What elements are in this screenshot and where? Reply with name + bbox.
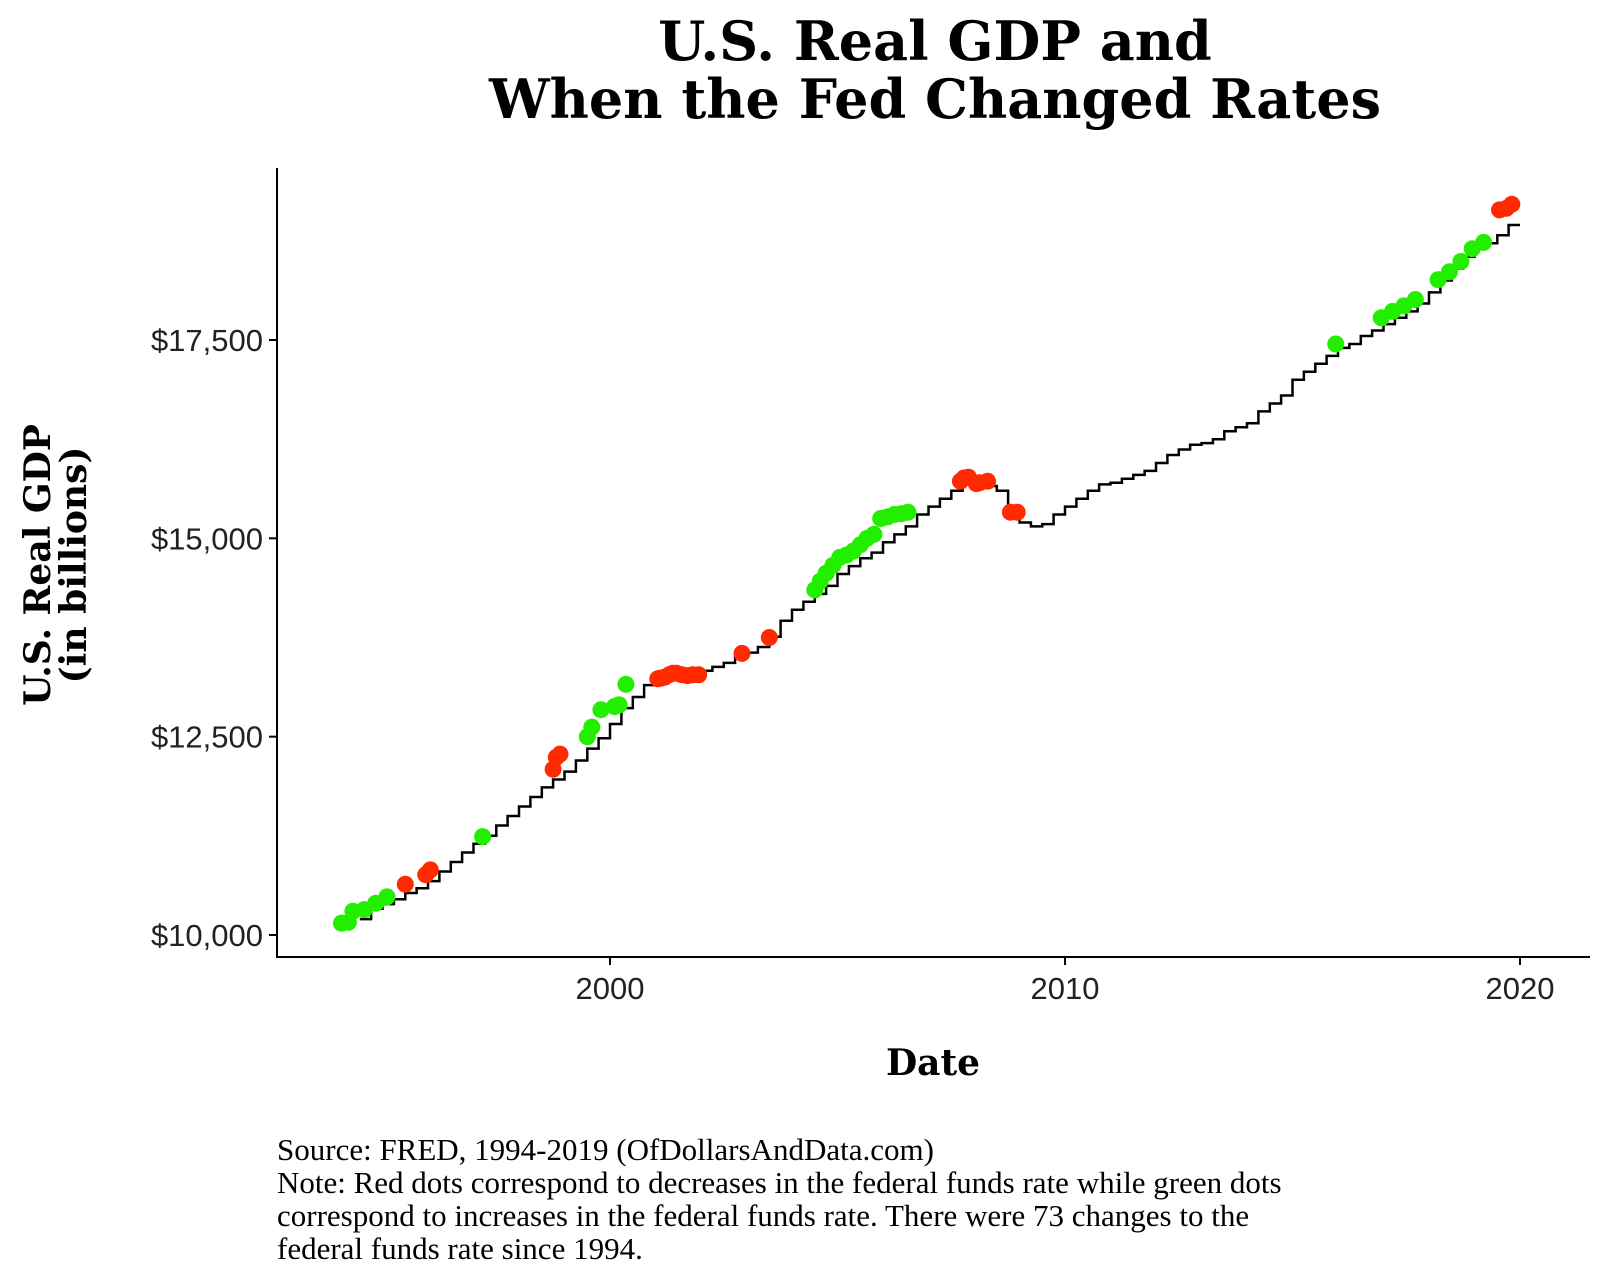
rate-increase-dot (1441, 263, 1458, 281)
x-tick-label: 2000 (576, 971, 645, 1006)
rate-decrease-dot (551, 745, 569, 763)
rate-decrease-dot (760, 629, 778, 646)
rate-increase-dot (583, 718, 601, 736)
rate-decrease-dot (733, 644, 751, 662)
rate-increase-dot (1475, 233, 1493, 251)
rate-decrease-dot (979, 472, 997, 490)
y-tick-label: $12,500 (151, 720, 263, 755)
note-line-1: Note: Red dots correspond to decreases i… (277, 1165, 1282, 1200)
rate-increase-dot (610, 696, 628, 714)
y-tick-label: $15,000 (151, 521, 263, 556)
x-axis-label: Date (886, 1042, 980, 1084)
x-tick-label: 2020 (1486, 971, 1555, 1006)
y-tick-label: $17,500 (151, 323, 263, 358)
rate-increase-dot (1327, 335, 1345, 353)
chart-title-line-1: U.S. Real GDP and (658, 9, 1212, 73)
y-axis-label-line-2: (in billions) (53, 447, 95, 684)
rate-decrease-dot (1503, 195, 1521, 213)
rate-increase-dot (617, 675, 635, 693)
source-text: Source: FRED, 1994-2019 (OfDollarsAndDat… (277, 1132, 934, 1167)
rate-increase-dot (378, 888, 396, 906)
rate-increase-dot (474, 828, 492, 846)
rate-increase-dot (592, 701, 610, 719)
rate-increase-dot (865, 525, 883, 543)
chart-title-line-2: When the Fed Changed Rates (488, 67, 1381, 131)
x-tick-label: 2010 (1031, 971, 1100, 1006)
y-tick-label: $10,000 (151, 918, 263, 953)
rate-decrease-dot (396, 875, 414, 893)
rate-decrease-dot (690, 666, 708, 684)
rate-increase-dot (899, 503, 917, 521)
rate-decrease-dot (1008, 503, 1026, 521)
note-line-2: correspond to increases in the federal f… (277, 1198, 1249, 1233)
rate-decrease-dot (421, 861, 439, 879)
note-line-3: federal funds rate since 1994. (277, 1231, 643, 1266)
y-axis-label-line-1: U.S. Real GDP (17, 424, 59, 706)
rate-increase-dot (1452, 253, 1470, 270)
rate-increase-dot (1406, 291, 1424, 308)
gdp-step-line (359, 223, 1520, 921)
